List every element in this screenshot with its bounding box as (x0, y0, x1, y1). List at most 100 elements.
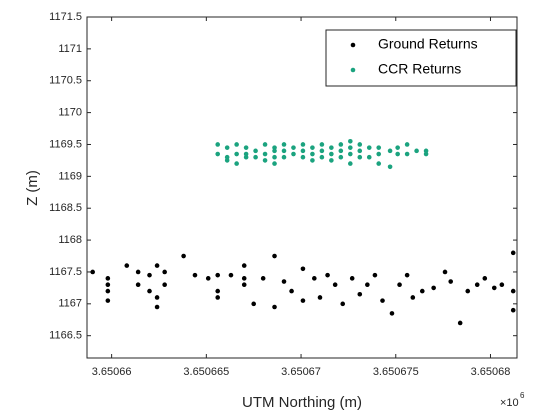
point (154, 304, 160, 310)
point (154, 263, 160, 268)
point (147, 272, 152, 278)
point (241, 276, 247, 281)
point (442, 269, 448, 275)
point (135, 282, 141, 288)
point (340, 301, 346, 307)
point (372, 272, 378, 278)
point (338, 142, 344, 147)
point (465, 288, 471, 294)
point (260, 276, 266, 281)
legend-marker (350, 42, 356, 48)
point (395, 145, 400, 150)
point (192, 272, 198, 278)
point (262, 151, 268, 157)
point (154, 295, 160, 300)
legend-text: CCR Returns (378, 61, 461, 77)
point (349, 276, 355, 281)
x-scale-exponent: 6 (520, 391, 525, 400)
point (234, 142, 239, 147)
point (253, 148, 258, 154)
point (423, 148, 429, 154)
y-axis-label: Z (m) (24, 170, 41, 206)
point (312, 276, 317, 281)
point (205, 276, 211, 281)
x-tick-label: 3.650665 (183, 366, 229, 378)
point (357, 142, 363, 147)
y-tick-label: 1166.5 (49, 330, 82, 342)
point (499, 282, 505, 288)
point (281, 142, 287, 147)
point (181, 253, 186, 259)
point (251, 301, 256, 307)
point (272, 253, 277, 259)
point (234, 161, 239, 166)
x-tick-label: 3.65066 (92, 366, 132, 378)
point (243, 154, 249, 160)
point (329, 151, 334, 157)
point (281, 154, 287, 160)
point (419, 288, 425, 294)
legend-marker (350, 67, 356, 73)
point (224, 145, 230, 150)
point (376, 151, 382, 157)
point (510, 307, 516, 313)
point (234, 151, 239, 157)
point (272, 161, 277, 166)
point (448, 279, 454, 284)
point (357, 291, 363, 297)
plot-frame (86, 16, 518, 359)
point (215, 272, 221, 278)
y-tick-label: 1167 (58, 298, 82, 310)
point (272, 304, 277, 310)
point (105, 288, 111, 294)
x-scale-base: ×10 (500, 397, 519, 409)
point (482, 276, 488, 281)
point (404, 151, 410, 157)
point (329, 145, 334, 150)
point (241, 263, 247, 268)
point (376, 161, 382, 166)
point (376, 145, 382, 150)
point (387, 164, 393, 170)
point (404, 142, 410, 147)
point (162, 269, 167, 275)
y-tick-label: 1170.5 (49, 75, 82, 87)
y-tick-label: 1170 (58, 107, 82, 119)
point (272, 148, 277, 154)
point (317, 295, 323, 300)
point (357, 148, 363, 154)
point (291, 145, 296, 150)
legend-box (325, 29, 517, 87)
point (228, 272, 234, 278)
point (281, 148, 287, 154)
point (510, 250, 516, 256)
x-tick-label: 3.65068 (471, 366, 511, 378)
point (310, 145, 315, 150)
point (105, 282, 111, 288)
point (135, 269, 141, 275)
point (348, 145, 353, 150)
point (338, 148, 344, 154)
point (272, 154, 277, 160)
point (300, 148, 306, 154)
point (366, 154, 372, 160)
point (357, 154, 363, 160)
point (329, 158, 334, 163)
point (404, 272, 410, 278)
point (243, 151, 249, 157)
point (215, 142, 221, 147)
point (310, 151, 315, 157)
point (310, 158, 315, 163)
point (491, 285, 497, 291)
point (105, 298, 111, 303)
point (243, 145, 249, 150)
point (348, 151, 353, 157)
point (423, 151, 429, 157)
point (397, 282, 402, 288)
point (300, 266, 306, 272)
point (348, 161, 353, 166)
x-tick-label: 3.650675 (373, 366, 419, 378)
point (253, 154, 258, 160)
y-tick-label: 1169.5 (49, 138, 82, 150)
